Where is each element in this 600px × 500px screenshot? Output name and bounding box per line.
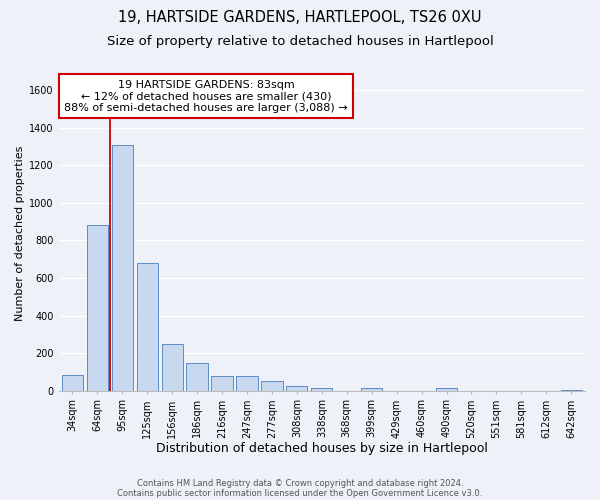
Y-axis label: Number of detached properties: Number of detached properties [15, 145, 25, 320]
Text: Contains HM Land Registry data © Crown copyright and database right 2024.: Contains HM Land Registry data © Crown c… [137, 478, 463, 488]
Bar [187, 364, 208, 390]
Bar [262, 382, 283, 390]
Bar [361, 388, 382, 390]
Bar [436, 388, 457, 390]
Bar [161, 344, 183, 390]
Text: 19 HARTSIDE GARDENS: 83sqm
← 12% of detached houses are smaller (430)
88% of sem: 19 HARTSIDE GARDENS: 83sqm ← 12% of deta… [64, 80, 348, 113]
Bar [87, 226, 108, 390]
Bar [311, 388, 332, 390]
Bar [137, 263, 158, 390]
Bar [236, 376, 257, 390]
Text: 19, HARTSIDE GARDENS, HARTLEPOOL, TS26 0XU: 19, HARTSIDE GARDENS, HARTLEPOOL, TS26 0… [118, 10, 482, 25]
X-axis label: Distribution of detached houses by size in Hartlepool: Distribution of detached houses by size … [156, 442, 488, 455]
Bar [62, 374, 83, 390]
Bar [211, 376, 233, 390]
Text: Contains public sector information licensed under the Open Government Licence v3: Contains public sector information licen… [118, 488, 482, 498]
Bar [112, 144, 133, 390]
Text: Size of property relative to detached houses in Hartlepool: Size of property relative to detached ho… [107, 35, 493, 48]
Bar [286, 386, 307, 390]
